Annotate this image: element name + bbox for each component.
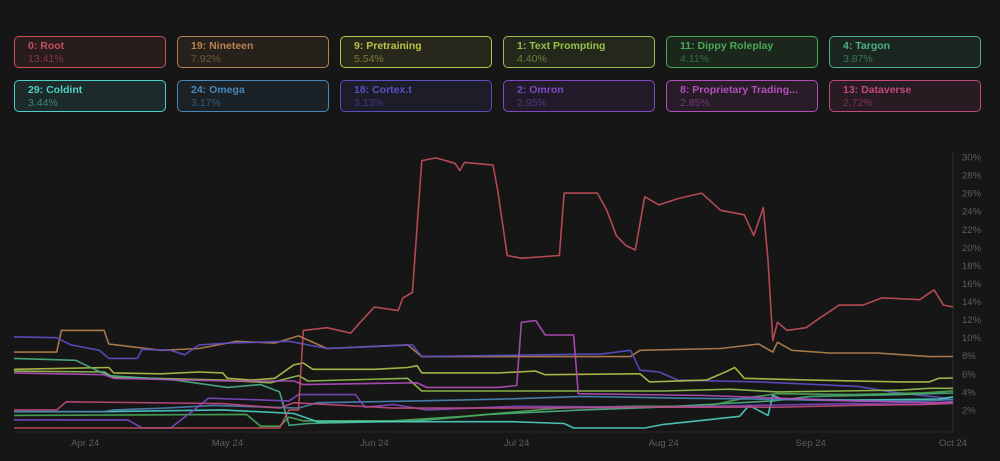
y-tick-label: 22% — [962, 225, 982, 236]
legend-card-label: 9: Pretraining — [354, 40, 422, 52]
legend-card-label: 4: Targon — [843, 40, 891, 52]
legend-card[interactable]: 1: Text Prompting 4.40% — [503, 36, 655, 68]
legend-card[interactable]: 19: Nineteen 7.92% — [177, 36, 329, 68]
legend-card-label: 29: Coldint — [28, 84, 83, 96]
legend-card-value: 4.40% — [517, 53, 547, 65]
y-tick-label: 16% — [962, 279, 982, 290]
series-line-pretraining — [13, 362, 954, 383]
legend-card-label: 0: Root — [28, 40, 65, 52]
x-tick-label: Apr 24 — [71, 438, 99, 449]
legend-card[interactable]: 4: Targon 3.87% — [829, 36, 981, 68]
y-tick-label: 2% — [962, 405, 976, 416]
y-tick-label: 24% — [962, 207, 982, 218]
series-line-root — [14, 157, 954, 429]
legend-card-value: 7.92% — [191, 53, 221, 65]
legend-card-value: 13.41% — [28, 53, 64, 65]
legend-card-label: 11: Dippy Roleplay — [680, 40, 774, 52]
x-tick-label: Aug 24 — [649, 438, 679, 449]
legend-card-label: 19: Nineteen — [191, 40, 254, 52]
y-tick-label: 30% — [962, 153, 982, 164]
legend-card-label: 8: Proprietary Trading... — [680, 84, 798, 96]
y-tick-label: 18% — [962, 261, 982, 272]
legend-card-value: 3.17% — [191, 97, 221, 109]
legend-card-label: 2: Omron — [517, 84, 564, 96]
legend-card-value: 3.87% — [843, 53, 873, 65]
series-line-targon — [13, 357, 954, 427]
y-tick-label: 12% — [962, 315, 982, 326]
legend-card[interactable]: 11: Dippy Roleplay 4.11% — [666, 36, 818, 68]
x-tick-label: Sep 24 — [796, 438, 826, 449]
y-tick-label: 8% — [962, 351, 976, 362]
legend-card-value: 3.13% — [354, 97, 384, 109]
legend-card[interactable]: 29: Coldint 3.44% — [14, 80, 166, 112]
legend-card-label: 13: Dataverse — [843, 84, 912, 96]
legend-card-label: 1: Text Prompting — [517, 40, 606, 52]
y-tick-label: 14% — [962, 297, 982, 308]
y-tick-label: 28% — [962, 171, 982, 182]
legend-card[interactable]: 9: Pretraining 5.54% — [340, 36, 492, 68]
y-tick-label: 26% — [962, 189, 982, 200]
x-tick-label: May 24 — [212, 438, 243, 449]
series-line-cortex-t — [13, 336, 954, 401]
legend-card[interactable]: 13: Dataverse 2.72% — [829, 80, 981, 112]
series-line-nineteen — [14, 329, 954, 358]
series-line-dippy-roleplay — [13, 390, 954, 427]
x-tick-label: Jun 24 — [360, 438, 389, 449]
series-line-dataverse — [14, 401, 954, 411]
legend-card[interactable]: 24: Omega 3.17% — [177, 80, 329, 112]
legend-card-value: 4.11% — [680, 53, 709, 65]
y-tick-label: 6% — [962, 369, 976, 380]
legend-card-value: 2.95% — [517, 97, 547, 109]
legend-card[interactable]: 18: Cortex.t 3.13% — [340, 80, 492, 112]
legend-card-value: 2.85% — [680, 97, 710, 109]
x-tick-label: Jul 24 — [504, 438, 529, 449]
series-line-text-prompting — [13, 370, 953, 393]
y-tick-label: 20% — [962, 243, 982, 254]
legend-card[interactable]: 0: Root 13.41% — [14, 36, 166, 68]
series-line-proprietary-trading — [13, 319, 954, 404]
legend-card[interactable]: 2: Omron 2.95% — [503, 80, 655, 112]
legend-card-value: 2.72% — [843, 97, 873, 109]
legend-card-value: 5.54% — [354, 53, 384, 65]
x-tick-label: Oct 24 — [939, 438, 967, 449]
y-tick-label: 4% — [962, 387, 976, 398]
legend-card[interactable]: 8: Proprietary Trading... 2.85% — [666, 80, 818, 112]
legend-card-label: 18: Cortex.t — [354, 84, 412, 96]
y-tick-label: 10% — [962, 333, 982, 344]
legend-card-value: 3.44% — [28, 97, 58, 109]
legend-cards: 0: Root 13.41% 19: Nineteen 7.92% 9: Pretrai… — [14, 36, 981, 112]
legend-card-label: 24: Omega — [191, 84, 245, 96]
